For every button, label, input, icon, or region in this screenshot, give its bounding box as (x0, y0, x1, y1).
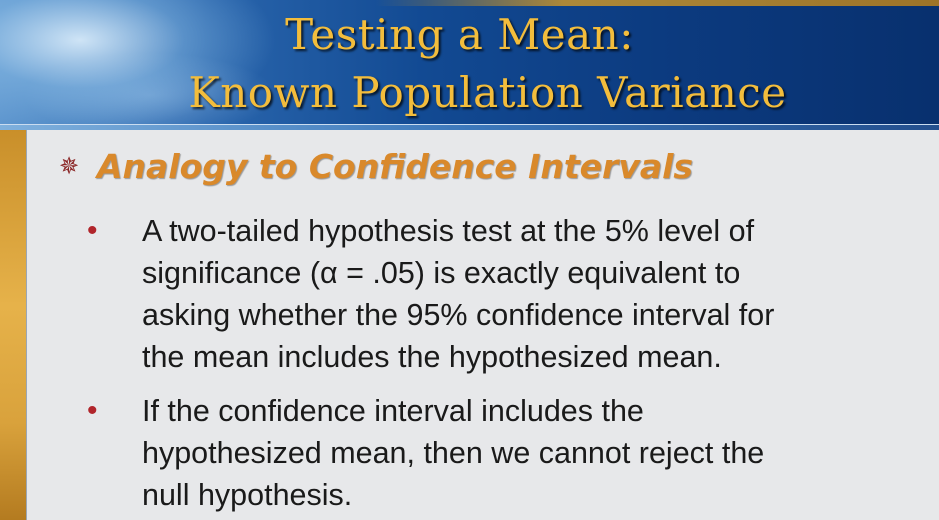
list-item-text: A two-tailed hypothesis test at the 5% l… (142, 210, 912, 378)
slide-header: Testing a Mean: Known Population Varianc… (0, 0, 939, 131)
section-heading: Analogy to Confidence Intervals (97, 147, 694, 186)
header-divider (0, 124, 939, 131)
slide-title-line-1: Testing a Mean: (285, 10, 634, 59)
list-item-text: If the confidence interval includes the … (142, 390, 912, 516)
header-accent-bar (0, 0, 939, 6)
text-line: asking whether the 95% confidence interv… (142, 298, 775, 332)
content-panel: ✵ Analogy to Confidence Intervals • A tw… (26, 130, 939, 520)
text-line: null hypothesis. (142, 478, 353, 512)
slide-title-line-2: Known Population Variance (188, 68, 787, 117)
text-line: the mean includes the hypothesized mean. (142, 340, 722, 374)
text-line: A two-tailed hypothesis test at the 5% l… (142, 214, 755, 248)
left-decorative-strip (0, 130, 26, 520)
text-line: significance (α = .05) is exactly equiva… (142, 256, 741, 290)
asterisk-bullet-icon: ✵ (58, 152, 80, 180)
dot-bullet-icon: • (87, 394, 98, 427)
dot-bullet-icon: • (87, 214, 98, 247)
text-line: hypothesized mean, then we cannot reject… (142, 436, 765, 470)
text-line: If the confidence interval includes the (142, 394, 644, 428)
